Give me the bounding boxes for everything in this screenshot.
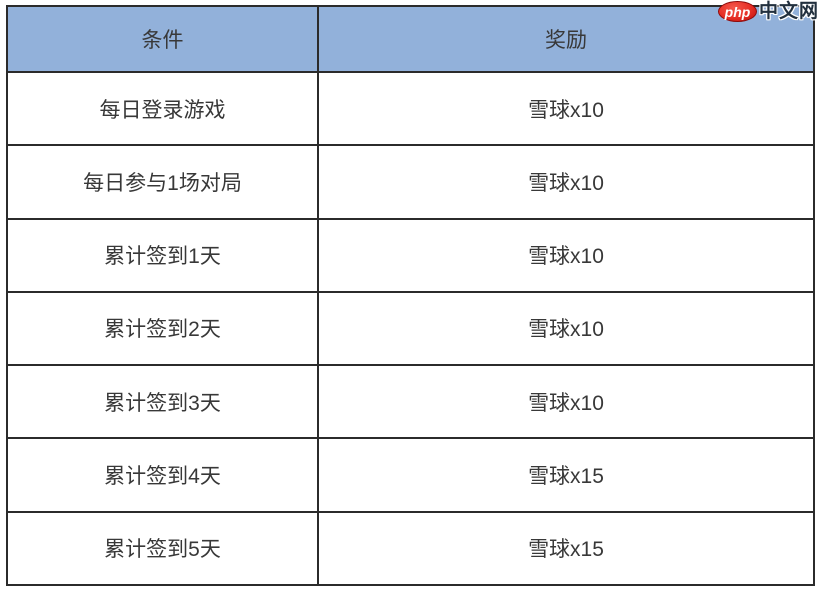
reward-cell: 雪球x15 — [317, 437, 815, 513]
reward-cell: 雪球x10 — [317, 290, 815, 367]
table-row: 每日登录游戏 雪球x10 — [6, 70, 815, 147]
reward-cell: 雪球x10 — [317, 70, 815, 147]
header-reward: 奖励 — [317, 5, 815, 73]
condition-cell: 每日登录游戏 — [6, 70, 319, 147]
condition-cell: 累计签到5天 — [6, 510, 319, 587]
condition-cell: 累计签到4天 — [6, 437, 319, 513]
condition-cell: 每日参与1场对局 — [6, 144, 319, 220]
table-row: 累计签到2天 雪球x10 — [6, 290, 815, 367]
reward-cell: 雪球x10 — [317, 144, 815, 220]
reward-cell: 雪球x15 — [317, 510, 815, 587]
table-row: 累计签到4天 雪球x15 — [6, 437, 815, 513]
table-header-row: 条件 奖励 — [6, 5, 815, 73]
rewards-table: 条件 奖励 每日登录游戏 雪球x10 每日参与1场对局 雪球x10 累计签到1天… — [6, 5, 815, 587]
condition-cell: 累计签到1天 — [6, 217, 319, 293]
table-row: 累计签到5天 雪球x15 — [6, 510, 815, 587]
condition-cell: 累计签到3天 — [6, 364, 319, 440]
condition-cell: 累计签到2天 — [6, 290, 319, 367]
table-row: 累计签到3天 雪球x10 — [6, 364, 815, 440]
header-condition: 条件 — [6, 5, 319, 73]
reward-cell: 雪球x10 — [317, 217, 815, 293]
reward-cell: 雪球x10 — [317, 364, 815, 440]
table-row: 每日参与1场对局 雪球x10 — [6, 144, 815, 220]
table-row: 累计签到1天 雪球x10 — [6, 217, 815, 293]
